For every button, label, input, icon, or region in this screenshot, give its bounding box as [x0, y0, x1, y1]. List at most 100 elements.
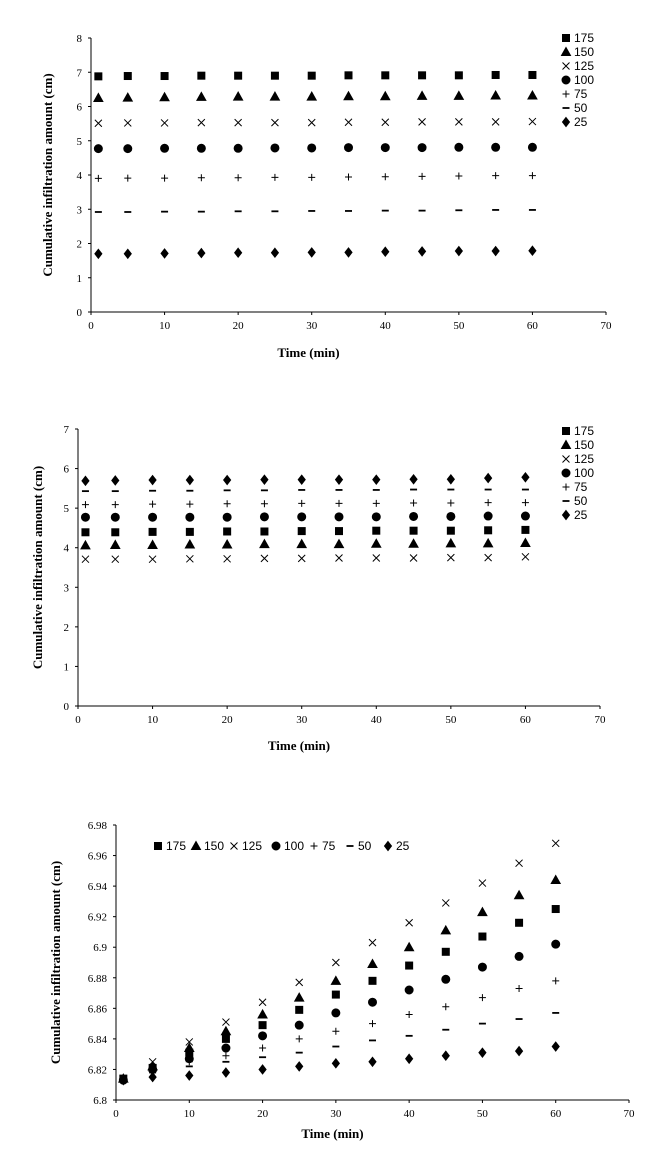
x-tick-label: 40: [380, 320, 392, 332]
data-point: [160, 248, 169, 259]
x-tick-label: 50: [453, 320, 465, 332]
data-point: [197, 247, 206, 259]
data-point: [221, 1067, 231, 1078]
data-point: [372, 474, 381, 485]
data-point: [258, 998, 267, 1007]
legend-label: 125: [242, 839, 262, 853]
data-point: [441, 974, 451, 984]
data-point: [123, 72, 132, 81]
legend-marker: [271, 841, 281, 851]
data-point: [409, 473, 418, 485]
data-point: [307, 143, 317, 153]
data-point: [344, 143, 353, 153]
data-point: [109, 539, 121, 549]
series-175: [81, 525, 530, 537]
data-point: [371, 512, 381, 522]
data-point: [404, 985, 414, 995]
y-tick-label: 6.92: [88, 912, 107, 924]
legend-marker: [230, 842, 238, 850]
data-point: [185, 474, 194, 486]
data-point: [528, 117, 537, 126]
legend-label: 50: [574, 101, 588, 115]
data-point: [295, 1005, 304, 1014]
y-tick-label: 6: [77, 102, 83, 114]
series-150: [80, 537, 531, 550]
data-point: [159, 91, 170, 102]
data-point: [294, 1020, 304, 1030]
data-point: [185, 512, 195, 522]
data-point: [483, 511, 493, 521]
data-point: [417, 143, 427, 153]
y-axis-title: Cumulative infiltration amount (cm): [40, 73, 55, 276]
data-point: [446, 473, 455, 485]
data-point: [521, 471, 530, 483]
legend-marker: [560, 439, 572, 449]
data-point: [148, 474, 157, 486]
y-tick-label: 7: [64, 424, 70, 436]
data-point: [223, 474, 232, 486]
y-tick-label: 3: [64, 582, 70, 594]
data-point: [418, 71, 427, 80]
data-point: [528, 172, 536, 180]
legend-label: 125: [574, 452, 594, 466]
data-point: [441, 899, 450, 907]
y-tick-label: 7: [77, 67, 83, 79]
data-point: [484, 472, 493, 484]
data-point: [381, 71, 390, 80]
data-point: [332, 1027, 340, 1035]
chart-top: 0 10 20 30 40 50 60 70 0 1 2 3 4 5 6 7 8 Time (min) Cumula…: [40, 31, 612, 360]
data-point: [410, 499, 418, 507]
data-point: [369, 1020, 376, 1028]
data-point: [220, 1025, 232, 1036]
legend-label: 100: [574, 73, 594, 87]
data-point: [520, 537, 531, 547]
series-50: [81, 488, 529, 493]
data-point: [185, 1058, 193, 1066]
x-tick-label: 20: [233, 320, 245, 332]
series-50: [119, 1012, 560, 1082]
data-point: [405, 961, 414, 970]
x-tick-label: 70: [595, 714, 607, 726]
y-tick-label: 5: [64, 503, 70, 515]
data-point: [234, 71, 243, 80]
legend-marker: [561, 509, 571, 521]
series-150: [117, 874, 562, 1083]
data-point: [550, 874, 562, 884]
data-point: [334, 474, 344, 485]
series-175: [94, 70, 537, 81]
legend-label: 175: [574, 424, 594, 438]
data-point: [148, 1071, 157, 1083]
data-point: [221, 539, 233, 549]
data-point: [123, 119, 132, 127]
legend-label: 25: [396, 839, 410, 853]
data-point: [417, 246, 427, 257]
data-point: [379, 90, 391, 101]
data-point: [297, 527, 306, 536]
data-point: [81, 501, 89, 509]
data-point: [161, 174, 169, 182]
data-point: [484, 499, 492, 507]
series-25: [81, 471, 530, 487]
legend-marker: [562, 90, 570, 98]
data-point: [123, 144, 133, 154]
data-point: [330, 975, 342, 985]
x-tick-label: 20: [222, 714, 234, 726]
data-point: [405, 1010, 413, 1018]
data-point: [160, 119, 169, 127]
data-point: [94, 174, 102, 182]
data-point: [447, 499, 455, 507]
y-tick-label: 5: [77, 136, 83, 148]
data-point: [551, 839, 560, 848]
data-point: [381, 118, 390, 127]
data-point: [93, 92, 104, 102]
data-point: [331, 1058, 340, 1069]
data-point: [552, 977, 560, 985]
y-tick-label: 6.82: [88, 1064, 107, 1076]
data-point: [308, 173, 316, 181]
data-point: [197, 118, 206, 127]
data-point: [293, 992, 305, 1002]
x-tick-label: 60: [550, 1108, 562, 1120]
data-point: [260, 554, 269, 563]
legend-marker: [561, 468, 571, 478]
